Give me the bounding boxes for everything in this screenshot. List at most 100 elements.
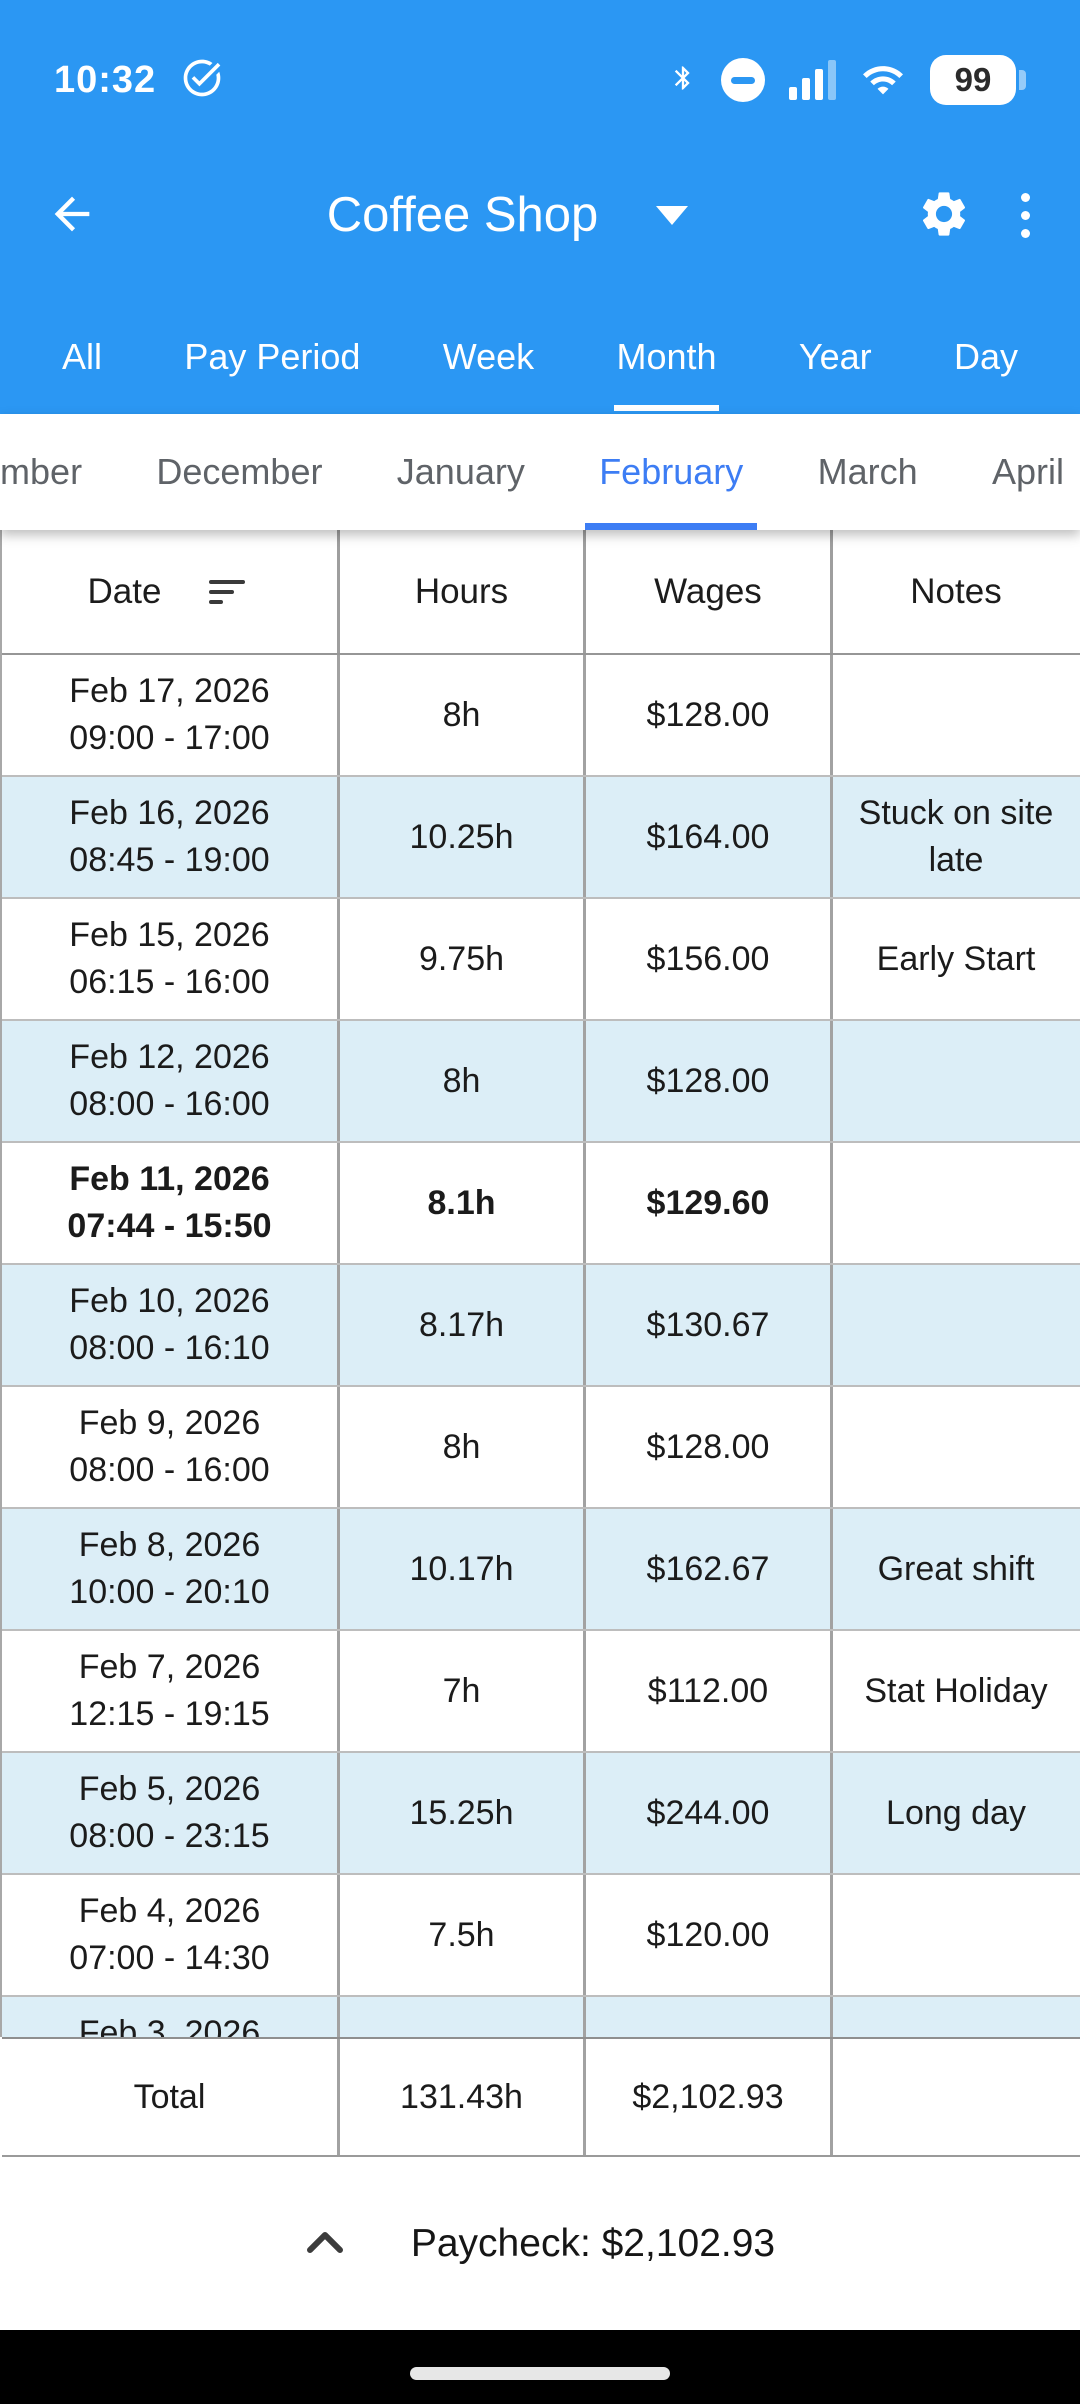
overflow-menu-button[interactable] [1011, 187, 1040, 244]
cell-hours: 15.25h [340, 1753, 586, 1873]
table-row[interactable]: Feb 17, 2026 09:00 - 17:00 8h $128.00 [2, 655, 1080, 777]
kebab-menu-icon [1021, 192, 1030, 238]
tab-all[interactable]: All [62, 336, 103, 377]
shift-date: Feb 12, 2026 [69, 1038, 270, 1076]
collapse-paycheck-button[interactable] [305, 2229, 345, 2258]
shift-time-range: 08:00 - 23:15 [69, 1817, 270, 1855]
table-row[interactable]: Feb 12, 2026 08:00 - 16:00 8h $128.00 [2, 1021, 1080, 1143]
shift-time-range: 08:00 - 16:00 [69, 1085, 270, 1123]
cell-wages: $128.00 [586, 1387, 833, 1507]
column-header-wages[interactable]: Wages [586, 530, 833, 653]
month-tab-december[interactable]: December [156, 451, 323, 492]
table-row[interactable]: Feb 15, 2026 06:15 - 16:00 9.75h $156.00… [2, 899, 1080, 1021]
home-indicator[interactable] [410, 2367, 670, 2380]
total-row: Total 131.43h $2,102.93 [2, 2037, 1080, 2157]
chevron-up-icon [305, 2229, 345, 2258]
table-row[interactable]: Feb 4, 2026 07:00 - 14:30 7.5h $120.00 [2, 1875, 1080, 1997]
cell-notes: Long day [886, 1793, 1026, 1832]
column-header-notes[interactable]: Notes [910, 571, 1002, 611]
table-row[interactable]: Feb 11, 2026 07:44 - 15:50 8.1h $129.60 [2, 1143, 1080, 1265]
cell-date: Feb 3, 2026 [2, 1997, 340, 2037]
shift-date: Feb 16, 2026 [69, 794, 270, 832]
cell-wages: $120.00 [586, 1875, 833, 1995]
toolbar: Coffee Shop [0, 130, 1080, 300]
tab-week[interactable]: Week [442, 336, 535, 377]
month-tab-november[interactable]: November [0, 451, 83, 492]
total-wages: $2,102.93 [586, 2039, 833, 2155]
back-button[interactable] [46, 188, 98, 243]
cell-notes [833, 1265, 1079, 1385]
cell-date: Feb 12, 2026 08:00 - 16:00 [2, 1021, 340, 1141]
table-row[interactable]: Feb 10, 2026 08:00 - 16:10 8.17h $130.67 [2, 1265, 1080, 1387]
month-tab-february[interactable]: February [585, 414, 758, 530]
column-header-hours[interactable]: Hours [340, 530, 586, 653]
shift-date: Feb 7, 2026 [78, 1648, 261, 1686]
cell-date: Feb 15, 2026 06:15 - 16:00 [2, 899, 340, 1019]
battery-level: 99 [930, 55, 1016, 105]
shift-time-range: 08:00 - 16:00 [69, 1451, 270, 1489]
tab-year[interactable]: Year [798, 336, 872, 377]
job-selector[interactable]: Coffee Shop [98, 187, 917, 243]
gear-icon [917, 187, 971, 244]
cell-hours [340, 1997, 586, 2037]
month-tab-january[interactable]: January [396, 451, 525, 492]
shift-time-range: 08:00 - 16:10 [69, 1329, 270, 1367]
view-tabs: All Pay Period Week Month Year Day [0, 300, 1080, 414]
table-row[interactable]: Feb 7, 2026 12:15 - 19:15 7h $112.00 Sta… [2, 1631, 1080, 1753]
shift-date: Feb 17, 2026 [69, 672, 270, 710]
cell-date: Feb 11, 2026 07:44 - 15:50 [2, 1143, 340, 1263]
shift-time-range: 10:00 - 20:10 [69, 1573, 270, 1611]
shift-time-range: 09:00 - 17:00 [69, 719, 270, 757]
cell-hours: 8.1h [340, 1143, 586, 1263]
cell-hours: 8h [340, 1021, 586, 1141]
cell-notes [833, 1997, 1079, 2037]
cell-date: Feb 8, 2026 10:00 - 20:10 [2, 1509, 340, 1629]
shift-date: Feb 11, 2026 [69, 1160, 270, 1198]
table-row[interactable]: Feb 3, 2026 [2, 1997, 1080, 2037]
shift-date: Feb 3, 2026 [78, 2014, 261, 2037]
table-row[interactable]: Feb 8, 2026 10:00 - 20:10 10.17h $162.67… [2, 1509, 1080, 1631]
tab-day[interactable]: Day [953, 336, 1018, 377]
month-tab-april[interactable]: April [991, 451, 1064, 492]
shift-date: Feb 8, 2026 [78, 1526, 261, 1564]
cell-hours: 8h [340, 1387, 586, 1507]
column-header-date[interactable]: Date [2, 530, 340, 653]
settings-button[interactable] [917, 187, 971, 244]
cell-date: Feb 9, 2026 08:00 - 16:00 [2, 1387, 340, 1507]
shift-date: Feb 10, 2026 [69, 1282, 270, 1320]
cell-wages: $162.67 [586, 1509, 833, 1629]
shift-time-range: 08:45 - 19:00 [69, 841, 270, 879]
cell-wages: $128.00 [586, 1021, 833, 1141]
cell-date: Feb 16, 2026 08:45 - 19:00 [2, 777, 340, 897]
table-body: Feb 17, 2026 09:00 - 17:00 8h $128.00 Fe… [2, 655, 1080, 2037]
tab-pay-period[interactable]: Pay Period [184, 336, 361, 377]
cell-wages: $156.00 [586, 899, 833, 1019]
bluetooth-icon [669, 59, 697, 102]
check-circle-icon [180, 56, 224, 105]
cell-hours: 10.25h [340, 777, 586, 897]
cell-notes: Stuck on site late [858, 794, 1054, 879]
cell-wages: $112.00 [586, 1631, 833, 1751]
cell-wages: $130.67 [586, 1265, 833, 1385]
table-row[interactable]: Feb 9, 2026 08:00 - 16:00 8h $128.00 [2, 1387, 1080, 1509]
cell-hours: 9.75h [340, 899, 586, 1019]
status-time: 10:32 [54, 58, 157, 101]
cell-notes [833, 1143, 1079, 1263]
table-row[interactable]: Feb 16, 2026 08:45 - 19:00 10.25h $164.0… [2, 777, 1080, 899]
shift-time-range: 07:00 - 14:30 [69, 1939, 270, 1977]
total-notes [833, 2039, 1079, 2155]
sort-icon[interactable] [203, 574, 251, 610]
cell-hours: 8.17h [340, 1265, 586, 1385]
system-nav-bar [0, 2330, 1080, 2404]
cell-hours: 8h [340, 655, 586, 775]
tab-month[interactable]: Month [614, 300, 719, 414]
cell-notes [833, 1875, 1079, 1995]
cell-date: Feb 17, 2026 09:00 - 17:00 [2, 655, 340, 775]
page-title: Coffee Shop [326, 188, 599, 242]
month-tab-march[interactable]: March [817, 451, 918, 492]
cell-notes: Great shift [877, 1549, 1035, 1588]
shift-date: Feb 4, 2026 [78, 1892, 261, 1930]
table-row[interactable]: Feb 5, 2026 08:00 - 23:15 15.25h $244.00… [2, 1753, 1080, 1875]
total-label: Total [2, 2039, 340, 2155]
cell-notes: Early Start [876, 939, 1036, 978]
